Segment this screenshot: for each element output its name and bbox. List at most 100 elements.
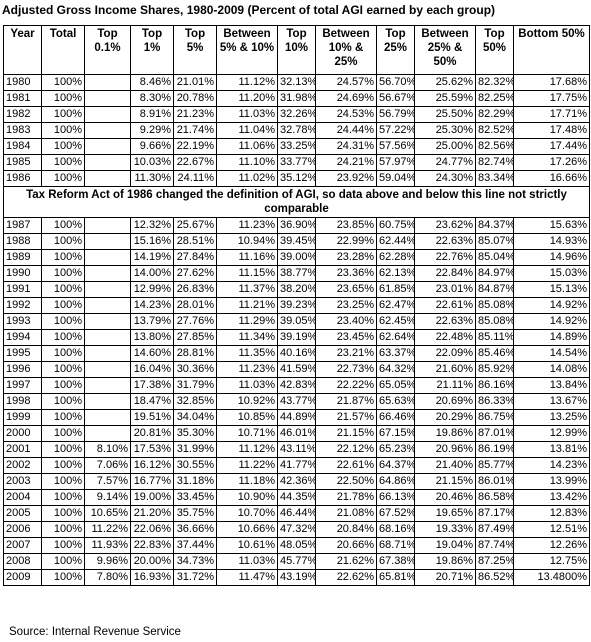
value-cell: 22.63% — [414, 313, 476, 330]
value-cell: 100% — [41, 138, 85, 155]
value-cell: 84.37% — [475, 217, 514, 234]
value-cell: 13.84% — [513, 377, 590, 394]
value-cell: 13.80% — [130, 329, 174, 346]
value-cell: 14.92% — [513, 313, 590, 330]
value-cell: 14.19% — [130, 249, 174, 266]
value-cell: 17.71% — [513, 106, 590, 123]
value-cell: 11.16% — [216, 249, 278, 266]
value-cell: 11.34% — [216, 329, 278, 346]
year-cell: 1999 — [3, 409, 42, 426]
value-cell: 21.57% — [315, 409, 377, 426]
value-cell: 44.35% — [277, 489, 316, 506]
table-row: 1982 100% 8.91% 21.23% 11.03% 32.26% 24.53% 56.… — [3, 106, 590, 123]
value-cell: 11.03% — [216, 553, 278, 570]
year-cell: 1996 — [3, 361, 42, 378]
value-cell: 67.15% — [376, 425, 415, 442]
value-cell: 11.47% — [216, 569, 278, 586]
value-cell: 22.19% — [173, 138, 217, 155]
value-cell: 12.32% — [130, 217, 174, 234]
value-cell: 11.22% — [216, 457, 278, 474]
value-cell: 11.37% — [216, 281, 278, 298]
value-cell: 22.48% — [414, 329, 476, 346]
year-cell: 2002 — [3, 457, 42, 474]
source-note: Source: Internal Revenue Service — [9, 626, 181, 638]
value-cell: 11.06% — [216, 138, 278, 155]
value-cell: 25.67% — [173, 217, 217, 234]
value-cell: 31.98% — [277, 90, 316, 107]
value-cell: 10.03% — [130, 154, 174, 171]
value-cell: 100% — [41, 106, 85, 123]
value-cell: 15.13% — [513, 281, 590, 298]
table-row: 1999 100% 19.51% 34.04% 10.85% 44.89% 21.57% 66… — [3, 409, 590, 426]
table-row: 1984 100% 9.66% 22.19% 11.06% 33.25% 24.31% 57.… — [3, 138, 590, 155]
value-cell: 27.85% — [173, 329, 217, 346]
value-cell: 25.50% — [414, 106, 476, 123]
column-header: Total — [41, 25, 85, 75]
value-cell: 9.14% — [84, 489, 131, 506]
value-cell: 8.91% — [130, 106, 174, 123]
value-cell — [84, 377, 131, 394]
value-cell — [84, 393, 131, 410]
value-cell: 15.63% — [513, 217, 590, 234]
value-cell: 19.04% — [414, 537, 476, 554]
value-cell: 36.90% — [277, 217, 316, 234]
value-cell — [84, 154, 131, 171]
value-cell: 21.62% — [315, 553, 377, 570]
value-cell: 10.66% — [216, 521, 278, 538]
value-cell: 85.46% — [475, 345, 514, 362]
value-cell: 31.99% — [173, 441, 217, 458]
value-cell — [84, 281, 131, 298]
value-cell: 42.36% — [277, 473, 316, 490]
value-cell: 100% — [41, 345, 85, 362]
value-cell: 8.10% — [84, 441, 131, 458]
value-cell: 16.77% — [130, 473, 174, 490]
year-cell: 2008 — [3, 553, 42, 570]
value-cell: 100% — [41, 74, 85, 91]
value-cell: 32.85% — [173, 393, 217, 410]
value-cell: 26.83% — [173, 281, 217, 298]
value-cell: 10.85% — [216, 409, 278, 426]
value-cell — [84, 329, 131, 346]
header-row: Year Total Top 0.1% Top 1% Top 5% Between 5% … — [3, 25, 590, 75]
value-cell: 9.96% — [84, 553, 131, 570]
value-cell: 100% — [41, 313, 85, 330]
value-cell: 42.83% — [277, 377, 316, 394]
value-cell: 24.30% — [414, 170, 476, 187]
value-cell: 57.22% — [376, 122, 415, 139]
value-cell: 56.70% — [376, 74, 415, 91]
value-cell: 34.04% — [173, 409, 217, 426]
value-cell: 62.13% — [376, 265, 415, 282]
column-header: Top 0.1% — [84, 25, 131, 75]
value-cell: 10.94% — [216, 233, 278, 250]
agi-shares-table: Year Total Top 0.1% Top 1% Top 5% Between 5% … — [3, 25, 590, 586]
value-cell: 20.66% — [315, 537, 377, 554]
year-cell: 1986 — [3, 170, 42, 187]
value-cell — [84, 297, 131, 314]
value-cell: 11.03% — [216, 106, 278, 123]
value-cell: 19.51% — [130, 409, 174, 426]
value-cell: 11.22% — [84, 521, 131, 538]
value-cell: 7.06% — [84, 457, 131, 474]
table-row: 1997 100% 17.38% 31.79% 11.03% 42.83% 22.22% 65… — [3, 377, 590, 394]
year-cell: 1997 — [3, 377, 42, 394]
value-cell: 20.00% — [130, 553, 174, 570]
value-cell: 67.38% — [376, 553, 415, 570]
value-cell: 23.25% — [315, 297, 377, 314]
value-cell: 23.36% — [315, 265, 377, 282]
value-cell: 85.04% — [475, 249, 514, 266]
value-cell: 86.16% — [475, 377, 514, 394]
table-row: 2006 100% 11.22% 22.06% 36.66% 10.66% 47.32% 20… — [3, 521, 590, 538]
value-cell: 56.67% — [376, 90, 415, 107]
column-header: Top 10% — [277, 25, 316, 75]
value-cell: 11.21% — [216, 297, 278, 314]
value-cell: 62.44% — [376, 233, 415, 250]
value-cell: 27.84% — [173, 249, 217, 266]
value-cell: 28.51% — [173, 233, 217, 250]
value-cell: 82.74% — [475, 154, 514, 171]
value-cell: 22.09% — [414, 345, 476, 362]
value-cell: 16.93% — [130, 569, 174, 586]
value-cell: 21.87% — [315, 393, 377, 410]
value-cell: 7.80% — [84, 569, 131, 586]
value-cell: 64.37% — [376, 457, 415, 474]
value-cell: 19.86% — [414, 553, 476, 570]
